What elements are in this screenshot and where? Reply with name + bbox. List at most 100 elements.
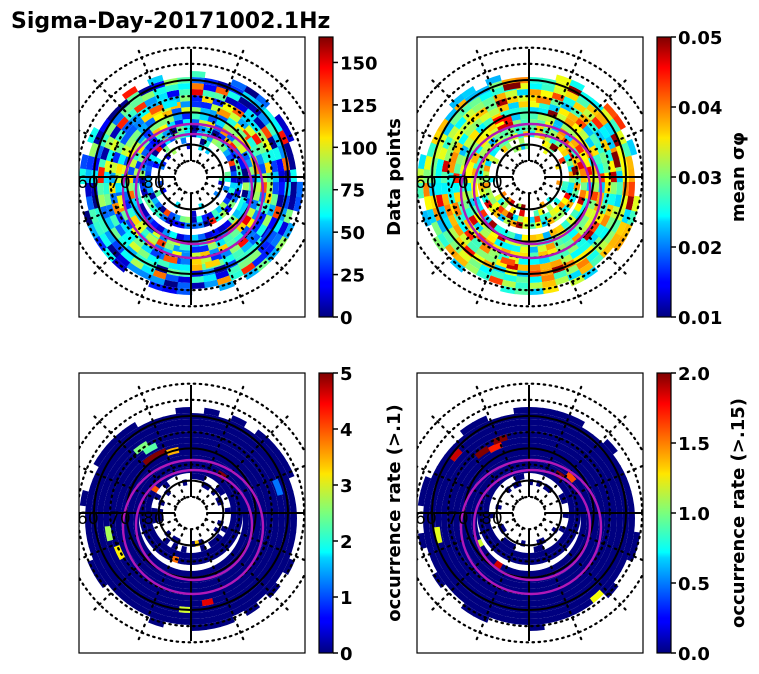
heatmap-cell: [255, 489, 265, 501]
heatmap-cell: [170, 147, 177, 155]
dotted-meridian: [79, 465, 178, 508]
heatmap-cell: [109, 183, 116, 195]
heatmap-cell: [604, 135, 616, 150]
heatmap-cell: [452, 560, 465, 574]
heatmap-cell: [589, 588, 605, 604]
heatmap-cell: [135, 480, 145, 491]
colorbar: 0 1 2 3 4 5 occurrence rate (>.1): [318, 364, 405, 665]
plot-frame: [416, 36, 644, 318]
heatmap-cell: [191, 282, 206, 289]
lat-label-60: 60: [415, 509, 437, 529]
heatmap-cell: [183, 570, 192, 577]
heatmap-cell: [590, 190, 599, 202]
heatmap-cell: [553, 269, 569, 280]
colorbar-tick-label: 25: [340, 266, 365, 287]
heatmap-cell: [454, 572, 468, 587]
heatmap-cell: [143, 96, 158, 108]
heatmap-cell: [246, 217, 258, 230]
heatmap-cell: [108, 508, 116, 520]
heatmap-cell: [251, 252, 267, 268]
heatmap-cell: [426, 142, 437, 159]
heatmap-cell: [527, 83, 543, 90]
heatmap-cell: [253, 571, 267, 586]
heatmap-cell: [495, 594, 509, 605]
heatmap-cell: [232, 247, 246, 260]
heatmap-cell: [616, 518, 623, 532]
heatmap-cell: [569, 137, 580, 148]
heatmap-cell: [517, 264, 530, 271]
heatmap-cell: [213, 190, 221, 198]
dotted-meridian: [534, 190, 584, 308]
heatmap-cell: [423, 183, 430, 198]
heatmap-cell: [574, 453, 587, 466]
heatmap-cell: [98, 554, 111, 570]
heatmap-cell: [141, 243, 154, 255]
heatmap-cell: [199, 244, 210, 253]
heatmap-cell: [567, 181, 575, 189]
heatmap-cell: [458, 145, 469, 157]
heatmap-cell: [595, 239, 609, 254]
heatmap-cell: [105, 149, 116, 163]
heatmap-cell: [557, 442, 570, 454]
heatmap-cell: [222, 458, 234, 469]
heatmap-cell: [217, 448, 229, 459]
heatmap-cell: [233, 231, 246, 244]
heatmap-cell: [267, 215, 279, 230]
heatmap-cell: [465, 166, 473, 177]
heatmap-cell: [163, 488, 172, 497]
heatmap-cell: [240, 150, 251, 161]
heatmap-cell: [140, 147, 150, 158]
oval-boundary-poleward: [472, 468, 592, 582]
heatmap-cell: [501, 615, 517, 625]
heatmap-cell: [203, 407, 220, 417]
heatmap-cell: [546, 196, 554, 204]
dotted-meridian: [79, 129, 178, 172]
heatmap-cell: [241, 525, 249, 535]
heatmap-cell: [614, 193, 623, 208]
heatmap-cell: [506, 101, 520, 110]
heatmap-cell: [162, 537, 171, 545]
heatmap-cell: [150, 275, 167, 286]
dotted-meridian: [539, 523, 630, 614]
heatmap-cell: [82, 210, 94, 227]
heatmap-cell: [610, 218, 622, 233]
heatmap-cell: [251, 220, 263, 233]
heatmap-cell: [420, 210, 432, 227]
heatmap-cell: [270, 192, 279, 206]
heatmap-cell: [423, 196, 433, 212]
heatmap-cell: [503, 609, 518, 619]
heatmap-cell: [251, 434, 266, 449]
heatmap-cell: [154, 92, 169, 103]
heatmap-cell: [229, 578, 242, 591]
heatmap-cell: [244, 124, 257, 137]
heatmap-cell: [243, 443, 258, 457]
heatmap-cell: [534, 215, 542, 223]
heatmap-cell: [513, 407, 529, 415]
heatmap-cell: [146, 495, 155, 504]
heatmap-cell: [161, 109, 173, 119]
heatmap-cell: [492, 92, 507, 103]
heatmap-cell: [173, 549, 182, 558]
heatmap-cell: [608, 192, 617, 206]
heatmap-cell: [241, 214, 252, 226]
heatmap-cell: [115, 116, 129, 131]
heatmap-cell: [495, 258, 509, 269]
heatmap-cell: [437, 569, 451, 585]
heatmap-cell: [574, 479, 585, 490]
heatmap-cell: [229, 517, 237, 525]
heatmap-cell: [515, 282, 531, 290]
colorbar-tick-label: 5: [340, 364, 353, 385]
heatmap-cell: [580, 518, 587, 527]
heatmap-cell: [545, 577, 557, 587]
heatmap-cell: [609, 468, 622, 484]
heatmap-cell: [181, 582, 192, 589]
heatmap-cell: [551, 526, 559, 534]
heatmap-cell: [104, 216, 116, 231]
heatmap-cell: [625, 154, 635, 170]
heatmap-cell: [561, 569, 573, 580]
heatmap-cell: [553, 605, 569, 616]
heatmap-cell: [254, 429, 271, 445]
dotted-meridian: [542, 464, 643, 508]
heatmap-cell: [533, 209, 540, 217]
heatmap-cell: [191, 258, 203, 265]
